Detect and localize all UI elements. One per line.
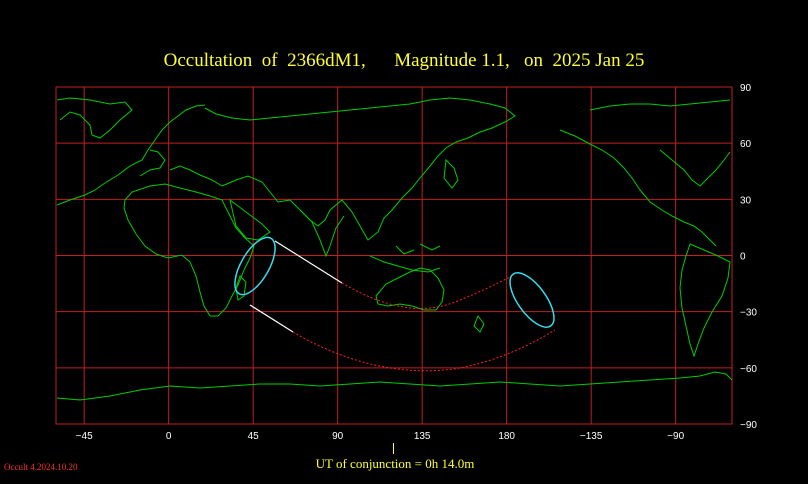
axis-ticks: −45 0 45 90 135 180 −135 −90 90 60 30 0 −30 −60 −90 [76, 83, 758, 442]
coast-europe [56, 104, 223, 206]
graticule [56, 86, 732, 425]
lat-tick-label: 0 [740, 252, 746, 263]
south-limit-day [249, 304, 294, 333]
coast-arabia [229, 198, 271, 241]
version-label: Occult 4.2024.10.20 [4, 462, 78, 472]
north-limit-day [274, 240, 343, 284]
lon-tick-label: 180 [498, 431, 515, 442]
coast-north-america [559, 99, 731, 247]
conjunction-marker [393, 443, 394, 454]
lon-tick-label: −45 [76, 431, 93, 442]
conjunction-label: UT of conjunction = 0h 14.0m [315, 456, 475, 471]
coast-asia [204, 97, 516, 241]
north-limit-night [341, 276, 511, 309]
coast-india [299, 209, 345, 258]
coast-south-america [679, 243, 731, 358]
lat-tick-label: −60 [740, 364, 757, 375]
coast-greenland [56, 97, 133, 139]
coast-antarctica [56, 371, 733, 401]
lat-tick-label: 60 [740, 139, 752, 150]
coast-madagascar [235, 275, 247, 301]
lon-tick-label: −90 [667, 431, 684, 442]
coast-indonesia [369, 243, 441, 273]
east-visibility-outline [509, 272, 555, 328]
map-title: Occultation of 2366dM1, Magnitude 1.1, o… [163, 50, 645, 71]
lat-tick-label: 30 [740, 195, 752, 206]
lon-tick-label: −135 [580, 431, 603, 442]
occultation-path [234, 236, 556, 372]
coastlines [56, 97, 733, 401]
lat-tick-label: −90 [740, 420, 757, 431]
lat-tick-label: −30 [740, 308, 757, 319]
west-visibility-outline [234, 236, 276, 296]
lon-tick-label: 90 [332, 431, 344, 442]
coast-new-zealand [473, 314, 485, 333]
coast-africa [123, 183, 255, 317]
coast-japan [443, 158, 459, 189]
lon-tick-label: 0 [166, 431, 172, 442]
lon-tick-label: 135 [414, 431, 431, 442]
lon-tick-label: 45 [248, 431, 260, 442]
lat-tick-label: 90 [740, 83, 752, 94]
coast-australia [375, 267, 445, 311]
south-limit-night [292, 329, 556, 372]
